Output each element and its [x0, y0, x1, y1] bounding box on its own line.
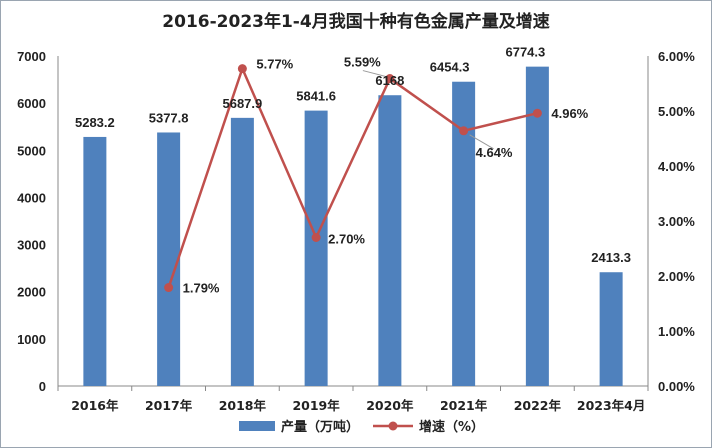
growth-point: [164, 283, 174, 293]
bar: [452, 81, 476, 386]
bar: [83, 136, 107, 386]
bar: [525, 66, 549, 387]
label-leader: [469, 134, 494, 150]
bar-data-label: 5841.6: [296, 89, 336, 104]
y-left-tick-label: 7000: [17, 49, 46, 64]
line-data-label: 5.59%: [344, 55, 381, 70]
y-left-tick-label: 3000: [17, 238, 46, 253]
legend-line-label: 增速（%）: [419, 419, 484, 435]
x-tick-label: 2019年: [292, 398, 340, 413]
y-right-tick-label: 6.00%: [658, 49, 695, 64]
x-tick-label: 2018年: [219, 398, 267, 413]
bar-data-label: 5377.8: [149, 110, 189, 125]
y-left-tick-label: 0: [39, 379, 46, 394]
y-right-tick-label: 4.00%: [658, 159, 695, 174]
legend-line-marker: [388, 421, 398, 431]
y-left-tick-label: 6000: [17, 96, 46, 111]
legend-bar-swatch: [239, 421, 275, 431]
bar: [230, 117, 254, 386]
y-left-tick-label: 5000: [17, 143, 46, 158]
bar: [599, 272, 623, 386]
x-tick-label: 2017年: [145, 398, 193, 413]
chart-title: 2016-2023年1-4月我国十种有色金属产量及增速: [162, 12, 550, 32]
x-tick-label: 2020年: [366, 398, 414, 413]
bar-data-label: 6168: [375, 73, 404, 88]
line-data-label: 4.96%: [551, 106, 588, 121]
bar-data-label: 6454.3: [430, 60, 470, 75]
y-right-tick-label: 2.00%: [658, 269, 695, 284]
legend-bar-label: 产量（万吨）: [281, 419, 359, 435]
growth-point: [237, 64, 247, 74]
line-data-label: 2.70%: [328, 232, 365, 247]
line-data-label: 5.77%: [256, 57, 293, 72]
growth-point: [532, 108, 542, 118]
bar-data-label: 5283.2: [75, 115, 115, 130]
bar: [304, 110, 328, 386]
y-right-tick-label: 3.00%: [658, 214, 695, 229]
bar-data-label: 6774.3: [505, 45, 545, 60]
x-tick-label: 2022年: [514, 398, 562, 413]
y-right-tick-label: 5.00%: [658, 104, 695, 119]
label-leader: [362, 70, 387, 78]
y-right-tick-label: 0.00%: [658, 379, 695, 394]
y-right-tick-label: 1.00%: [658, 324, 695, 339]
bar: [157, 132, 181, 386]
x-tick-label: 2023年4月: [577, 398, 646, 413]
y-left-tick-label: 1000: [17, 332, 46, 347]
growth-line: [167, 65, 538, 288]
x-tick-label: 2021年: [440, 398, 488, 413]
bar-data-label: 5687.9: [222, 96, 262, 111]
x-tick-label: 2016年: [71, 398, 119, 413]
bar: [378, 95, 402, 387]
growth-point: [385, 74, 395, 84]
line-data-label: 4.64%: [476, 145, 513, 160]
growth-point: [459, 126, 469, 136]
line-data-label: 1.79%: [183, 281, 220, 296]
bar-data-label: 2413.3: [591, 250, 631, 265]
y-left-tick-label: 2000: [17, 285, 46, 300]
y-left-tick-label: 4000: [17, 190, 46, 205]
growth-point: [311, 233, 321, 242]
